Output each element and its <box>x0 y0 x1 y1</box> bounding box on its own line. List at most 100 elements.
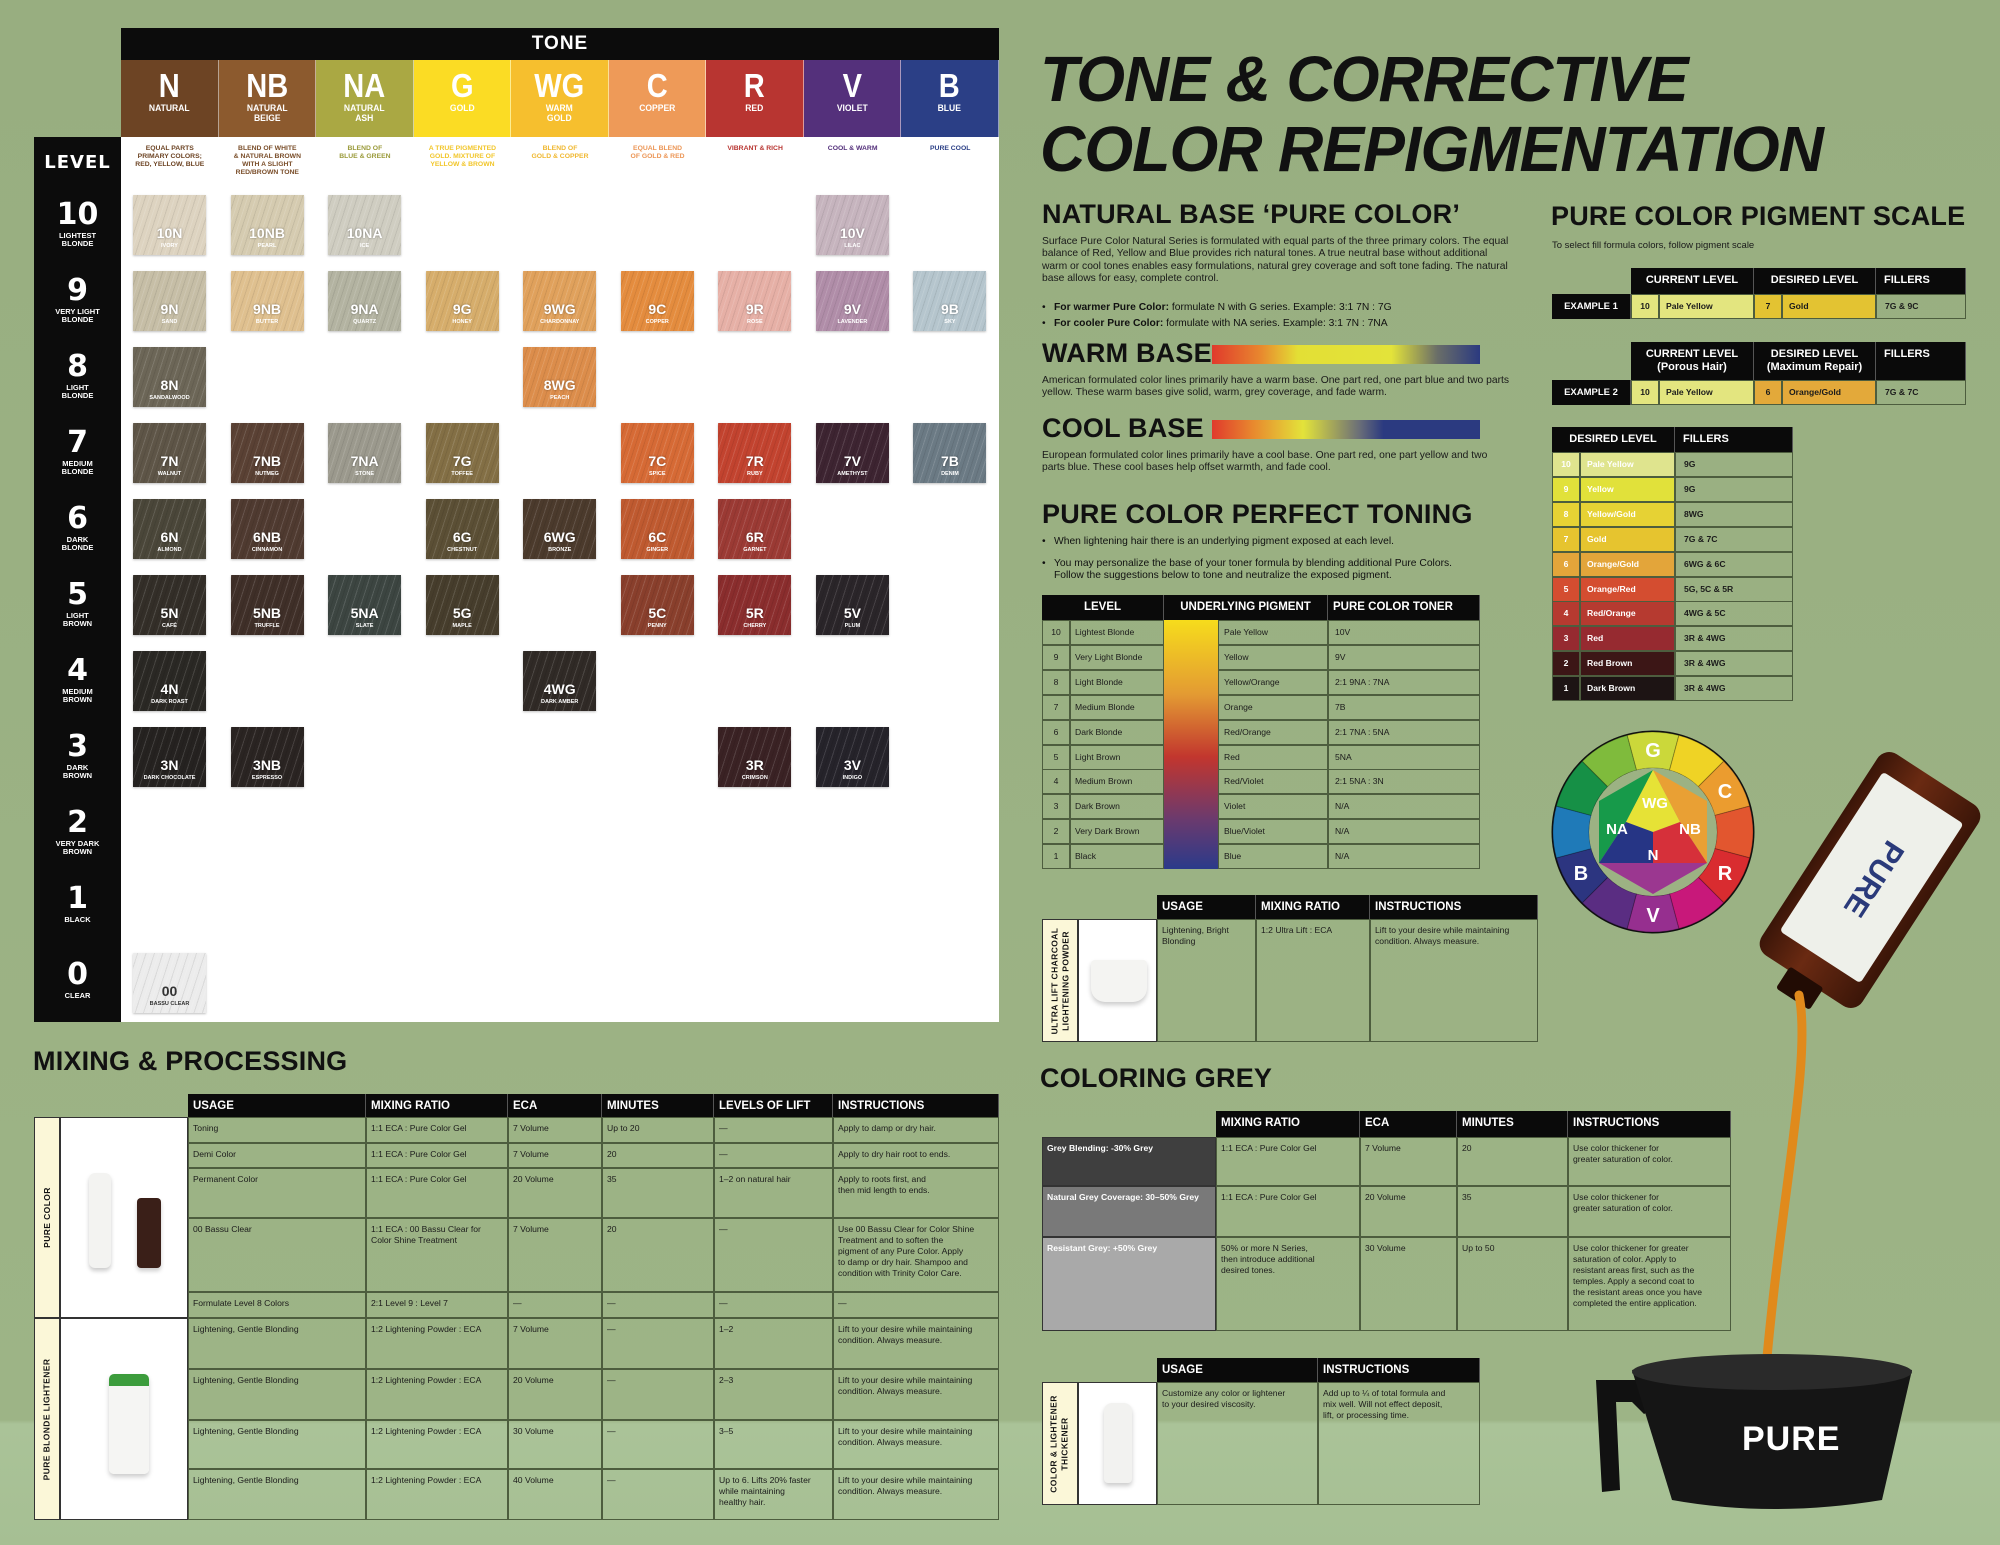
swatch-9nb[interactable]: 9NB BUTTER <box>230 271 304 331</box>
swatch-7g[interactable]: 7G TOFFEE <box>425 423 499 483</box>
mixing-cell: — <box>602 1369 714 1420</box>
level-name: MEDIUM BROWN <box>62 687 93 704</box>
desired-level-name: Orange/Gold <box>1782 380 1876 405</box>
swatch-name: ROSE <box>747 319 763 325</box>
swatch-6nb[interactable]: 6NB CINNAMON <box>230 499 304 559</box>
swatch-9na[interactable]: 9NA QUARTZ <box>328 271 402 331</box>
tone-description: VIBRANT & RICH <box>727 145 783 152</box>
swatch-9v[interactable]: 9V LAVENDER <box>815 271 889 331</box>
swatch-6n[interactable]: 6N ALMOND <box>133 499 206 559</box>
mixing-cell: Lightening, Gentle Blonding <box>188 1369 366 1420</box>
swatch-code: 6NB <box>253 529 282 545</box>
mixing-cell: — <box>714 1218 833 1292</box>
swatch-4n[interactable]: 4N DARK ROAST <box>133 651 206 711</box>
wheel-label-nb: NB <box>1679 821 1701 838</box>
scale-fillers: 9G <box>1675 452 1793 477</box>
swatch-9c[interactable]: 9C COPPER <box>620 271 694 331</box>
swatch-5nb[interactable]: 5NB TRUFFLE <box>230 575 304 635</box>
scale-level-name: Dark Brown <box>1580 676 1675 702</box>
swatch-code: 6C <box>648 529 667 545</box>
tone-header-bar: TONE <box>121 28 999 60</box>
swatch-6wg[interactable]: 6WG BRONZE <box>523 499 597 559</box>
level-number: 10 <box>56 197 99 232</box>
swatch-7b[interactable]: 7B DENIM <box>913 423 987 483</box>
swatch-code: 9NB <box>253 301 282 317</box>
swatch-3v[interactable]: 3V INDIGO <box>815 727 889 787</box>
mixing-cell: Up to 6. Lifts 20% faster while maintain… <box>714 1469 833 1520</box>
ultra-lift-header: USAGE <box>1157 895 1256 919</box>
swatch-10nb[interactable]: 10NB PEARL <box>230 195 304 255</box>
swatch-name: CHARDONNAY <box>540 319 580 325</box>
swatch-9b[interactable]: 9B SKY <box>913 271 987 331</box>
example-2-header-current: CURRENT LEVEL (Porous Hair) <box>1631 342 1754 380</box>
thickener-header: INSTRUCTIONS <box>1318 1358 1480 1382</box>
mixing-cell: 2:1 Level 9 : Level 7 <box>366 1292 508 1318</box>
swatch-00[interactable]: 00 BASSU CLEAR <box>133 953 206 1013</box>
swatch-name: PEARL <box>257 243 277 249</box>
desired-level-name: Gold <box>1782 294 1876 319</box>
swatch-4wg[interactable]: 4WG DARK AMBER <box>523 651 597 711</box>
swatch-7r[interactable]: 7R RUBY <box>718 423 792 483</box>
bowl-icon <box>1596 1354 1912 1509</box>
swatch-6g[interactable]: 6G CHESTNUT <box>425 499 499 559</box>
swatch-5r[interactable]: 5R CHERRY <box>718 575 792 635</box>
swatch-code: 7C <box>648 453 667 469</box>
swatch-6c[interactable]: 6C GINGER <box>620 499 694 559</box>
scale-level-num: 9 <box>1552 476 1580 502</box>
bullet-warmer: For warmer Pure Color: formulate N with … <box>1042 302 1512 315</box>
swatch-7na[interactable]: 7NA STONE <box>328 423 402 483</box>
swatch-name: HONEY <box>452 319 472 325</box>
swatch-10n[interactable]: 10N IVORY <box>133 195 206 255</box>
swatch-5n[interactable]: 5N CAFÉ <box>133 575 206 635</box>
stream-icon <box>1760 990 1807 1385</box>
swatch-name: BASSU CLEAR <box>149 1001 190 1007</box>
toning-toner: 10V <box>1328 620 1480 645</box>
mixing-cell: Use 00 Bassu Clear for Color Shine Treat… <box>833 1218 999 1292</box>
current-level-num: 10 <box>1631 380 1659 405</box>
toning-level-num: 9 <box>1042 644 1070 670</box>
mixing-cell: — <box>602 1420 714 1469</box>
swatch-5na[interactable]: 5NA SLATE <box>328 575 402 635</box>
swatch-7c[interactable]: 7C SPICE <box>620 423 694 483</box>
title-line-1: TONE & CORRECTIVE <box>1040 43 1689 115</box>
example-2-header-fillers: FILLERS <box>1876 342 1966 380</box>
swatch-9wg[interactable]: 9WG CHARDONNAY <box>523 271 597 331</box>
swatch-3nb[interactable]: 3NB ESPRESSO <box>230 727 304 787</box>
grey-cell: 20 <box>1457 1137 1568 1186</box>
toning-toner: 2:1 9NA : 7NA <box>1328 669 1480 695</box>
swatch-3n[interactable]: 3N DARK CHOCOLATE <box>133 727 206 787</box>
swatch-5v[interactable]: 5V PLUM <box>815 575 889 635</box>
swatch-9r[interactable]: 9R ROSE <box>718 271 792 331</box>
tone-header-c: C COPPER <box>608 60 707 137</box>
ultra-lift-label: ULTRA LIFT CHARCOAL LIGHTENING POWDER <box>1042 919 1078 1042</box>
swatch-8wg[interactable]: 8WG PEACH <box>523 347 597 407</box>
swatch-code: 7NB <box>253 453 282 469</box>
swatch-9g[interactable]: 9G HONEY <box>425 271 499 331</box>
swatch-name: LILAC <box>844 243 861 249</box>
swatch-7nb[interactable]: 7NB NUTMEG <box>230 423 304 483</box>
swatch-10v[interactable]: 10V LILAC <box>815 195 889 255</box>
swatch-code: 9NA <box>350 301 379 317</box>
grey-cell: 7 Volume <box>1360 1137 1457 1186</box>
swatch-5c[interactable]: 5C PENNY <box>620 575 694 635</box>
mixing-cell: Demi Color <box>188 1143 366 1168</box>
scale-fillers: 7G & 7C <box>1675 526 1793 552</box>
mixing-bowl: PURE <box>1582 1340 1913 1518</box>
swatch-6r[interactable]: 6R GARNET <box>718 499 792 559</box>
swatch-7n[interactable]: 7N WALNUT <box>133 423 206 483</box>
swatch-7v[interactable]: 7V AMETHYST <box>815 423 889 483</box>
swatch-3r[interactable]: 3R CRIMSON <box>718 727 792 787</box>
swatch-8n[interactable]: 8N SANDALWOOD <box>133 347 206 407</box>
toning-pigment: Violet <box>1218 794 1328 820</box>
swatch-10na[interactable]: 10NA ICE <box>328 195 402 255</box>
mixing-cell: Up to 20 <box>602 1117 714 1143</box>
swatch-5g[interactable]: 5G MAPLE <box>425 575 499 635</box>
ultra-lift-header: MIXING RATIO <box>1256 895 1370 919</box>
desired-level-num: 6 <box>1754 380 1782 405</box>
current-level-name: Pale Yellow <box>1659 380 1754 405</box>
mixing-cell: — <box>602 1292 714 1318</box>
tone-header-wg: WG WARM GOLD <box>511 60 609 137</box>
swatch-9n[interactable]: 9N SAND <box>133 271 206 331</box>
tone-code: G <box>450 67 474 104</box>
